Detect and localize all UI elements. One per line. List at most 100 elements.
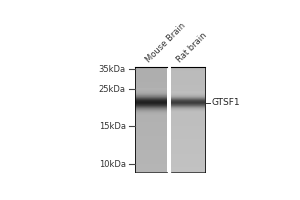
Bar — [135, 167, 166, 168]
Bar — [135, 102, 166, 103]
Bar — [135, 96, 166, 97]
Bar — [171, 139, 205, 140]
Bar — [135, 165, 166, 167]
Text: 25kDa: 25kDa — [99, 85, 126, 94]
Bar — [171, 163, 205, 164]
Bar — [135, 88, 166, 89]
Bar — [171, 123, 205, 125]
Bar — [171, 99, 205, 100]
Bar — [171, 85, 205, 87]
Bar — [171, 134, 205, 135]
Bar — [135, 126, 166, 127]
Bar — [171, 96, 205, 97]
Bar — [135, 105, 166, 106]
Bar — [171, 144, 205, 146]
Bar — [171, 157, 205, 159]
Bar — [135, 71, 166, 72]
Bar — [135, 154, 166, 155]
Bar — [171, 112, 205, 113]
Bar — [171, 100, 205, 101]
Bar — [135, 79, 166, 80]
Bar — [135, 88, 166, 89]
Bar — [135, 163, 166, 164]
Bar — [135, 92, 166, 93]
Bar — [171, 83, 205, 84]
Bar — [135, 133, 166, 134]
Bar — [135, 95, 166, 96]
Bar — [171, 127, 205, 129]
Bar — [171, 114, 205, 116]
Bar — [135, 164, 166, 165]
Bar — [135, 87, 166, 88]
Bar — [171, 93, 205, 95]
Bar — [171, 126, 205, 127]
Bar — [171, 80, 205, 82]
Bar — [171, 105, 205, 106]
Bar — [135, 135, 166, 136]
Bar — [171, 112, 205, 113]
Bar — [135, 131, 166, 133]
Bar — [135, 98, 166, 99]
Bar — [171, 154, 205, 155]
Bar — [135, 102, 166, 104]
Bar — [135, 129, 166, 130]
Text: 15kDa: 15kDa — [99, 122, 126, 131]
Bar — [171, 129, 205, 130]
Bar — [135, 94, 166, 95]
Bar — [135, 75, 166, 76]
Bar — [171, 101, 205, 102]
Bar — [135, 134, 166, 135]
Bar — [135, 106, 166, 108]
Bar — [171, 168, 205, 169]
Bar — [171, 108, 205, 109]
Bar — [135, 104, 166, 105]
Bar — [171, 95, 205, 96]
Bar — [135, 93, 166, 94]
Bar — [171, 150, 205, 151]
Bar — [171, 68, 205, 70]
Bar — [135, 118, 166, 119]
Bar — [171, 110, 205, 111]
Text: Mouse Brain: Mouse Brain — [144, 21, 187, 64]
Bar — [171, 91, 205, 92]
Bar — [135, 155, 166, 156]
Bar — [135, 159, 166, 160]
Bar — [135, 138, 166, 139]
Bar — [171, 133, 205, 134]
Bar — [171, 98, 205, 99]
Bar — [135, 78, 166, 79]
Bar — [171, 84, 205, 85]
Bar — [171, 89, 205, 91]
Bar — [135, 93, 166, 95]
Bar — [135, 130, 166, 131]
Bar — [135, 101, 166, 102]
Bar — [135, 147, 166, 148]
Bar — [135, 84, 166, 85]
Bar — [171, 143, 205, 144]
Bar — [171, 113, 205, 114]
Bar — [135, 115, 166, 116]
Bar — [171, 135, 205, 136]
Bar — [171, 130, 205, 131]
Bar — [135, 143, 166, 144]
Bar — [171, 103, 205, 104]
Bar — [135, 114, 166, 115]
Bar — [171, 93, 205, 94]
Bar — [135, 91, 166, 92]
Bar — [135, 85, 166, 87]
Bar — [171, 116, 205, 117]
Bar — [135, 104, 166, 105]
Bar — [171, 97, 205, 98]
Bar — [135, 83, 166, 84]
Bar — [135, 113, 166, 114]
Bar — [135, 99, 166, 100]
Bar — [135, 119, 166, 121]
Bar — [135, 99, 166, 100]
Bar — [171, 140, 205, 142]
Bar — [171, 138, 205, 139]
Bar — [171, 99, 205, 100]
Bar — [135, 108, 166, 109]
Bar — [171, 97, 205, 99]
Bar — [171, 88, 205, 89]
Bar — [135, 89, 166, 91]
